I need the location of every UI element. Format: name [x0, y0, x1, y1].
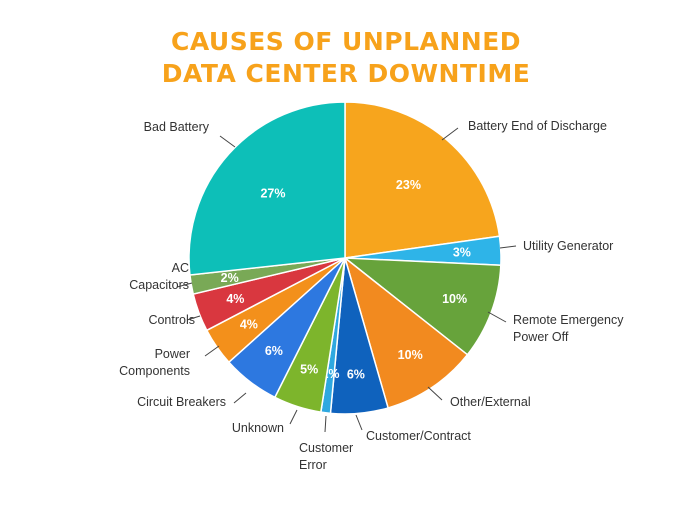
slice-label-controls: Controls	[148, 313, 195, 327]
leader-line-ac-capacitors	[176, 282, 193, 288]
leader-line-circuit-breakers	[233, 392, 247, 404]
slice-label-unknown: Unknown	[232, 421, 284, 435]
slice-label-ac-capacitors: AC Capacitors	[129, 261, 189, 292]
leader-line-customer-contract	[355, 414, 363, 431]
slice-value-utility-generator: 3%	[453, 246, 471, 260]
chart-title-line-1: CAUSES OF UNPLANNED	[170, 27, 522, 56]
slice-value-battery-end-of-discharge: 23%	[396, 178, 421, 192]
leader-line-controls	[186, 315, 201, 321]
slice-value-customer-contract: 6%	[347, 367, 365, 381]
slice-value-controls: 4%	[226, 292, 244, 306]
slice-value-other-external: 10%	[398, 348, 423, 362]
slice-value-bad-battery: 27%	[260, 186, 285, 200]
slice-label-customer-contract: Customer/Contract	[366, 429, 471, 443]
chart-title-line-2: DATA CENTER DOWNTIME	[161, 59, 531, 88]
slice-label-battery-end-of-discharge: Battery End of Discharge	[468, 119, 607, 133]
pie-slice-bad-battery	[188, 101, 346, 276]
leader-line-remote-emergency-power-off	[487, 311, 507, 323]
slice-label-other-external: Other/External	[450, 395, 531, 409]
leader-line-unknown	[289, 409, 298, 425]
chart-title: CAUSES OF UNPLANNED DATA CENTER DOWNTIME	[0, 26, 692, 90]
leader-line-power-components	[204, 345, 220, 357]
pie-slice-other-external	[343, 255, 469, 409]
slice-value-power-components: 4%	[240, 318, 258, 332]
slice-label-utility-generator: Utility Generator	[523, 239, 613, 253]
slice-label-customer-error: Customer Error	[299, 441, 353, 472]
pie-slice-battery-end-of-discharge	[344, 101, 501, 259]
slice-label-power-components: Power Components	[119, 347, 190, 378]
leader-line-battery-end-of-discharge	[441, 127, 459, 141]
slice-value-circuit-breakers: 6%	[265, 344, 283, 358]
slice-value-unknown: 5%	[300, 362, 318, 376]
slice-label-bad-battery: Bad Battery	[144, 120, 210, 134]
leader-line-utility-generator	[499, 245, 517, 249]
slice-value-remote-emergency-power-off: 10%	[442, 292, 467, 306]
leader-line-other-external	[427, 386, 443, 401]
slice-label-remote-emergency-power-off: Remote Emergency Power Off	[513, 313, 624, 344]
slice-value-ac-capacitors: 2%	[221, 271, 239, 285]
leader-line-bad-battery	[219, 135, 236, 148]
leader-line-customer-error	[324, 415, 327, 433]
slice-label-circuit-breakers: Circuit Breakers	[137, 395, 226, 409]
pie-slice-remote-emergency-power-off	[342, 257, 502, 356]
